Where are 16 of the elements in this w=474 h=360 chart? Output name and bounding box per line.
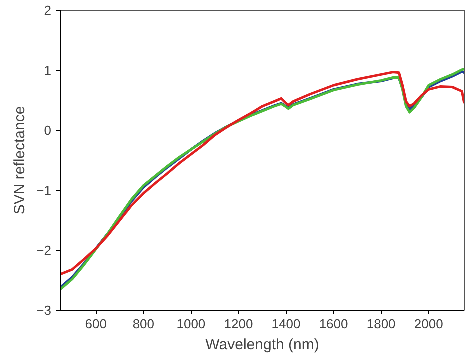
x-tick-label: 1200: [224, 316, 254, 332]
y-tick-label: −2: [36, 243, 52, 258]
x-axis-title: Wavelength (nm): [206, 336, 320, 354]
x-tick-label: 2000: [414, 316, 444, 332]
y-tick-label: 2: [44, 3, 52, 18]
y-tick-label: 1: [44, 63, 52, 78]
x-tick-label: 1000: [176, 316, 206, 332]
y-tick-label: −3: [36, 303, 52, 318]
x-tick-label: 600: [85, 316, 108, 332]
x-tick-label: 1400: [272, 316, 301, 332]
x-tick-label: 1800: [366, 316, 396, 332]
y-tick-label: −1: [36, 183, 52, 198]
x-tick-label: 800: [132, 316, 155, 332]
x-tick-label: 1600: [319, 316, 348, 332]
y-tick-label: 0: [44, 123, 52, 138]
y-axis-title: SVN reflectance: [12, 106, 29, 215]
